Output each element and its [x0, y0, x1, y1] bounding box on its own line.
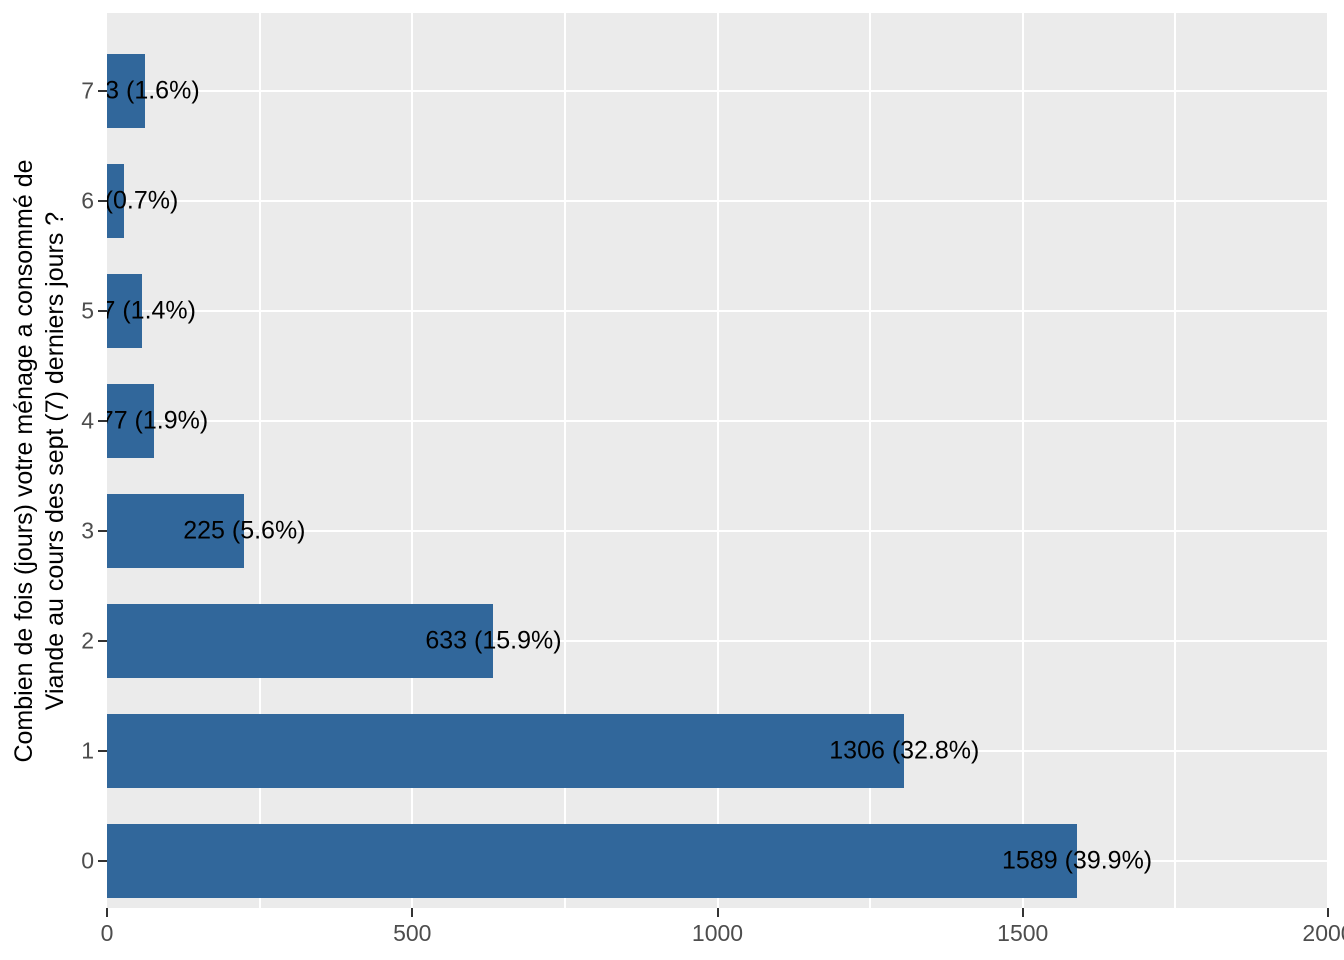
x-tick-label-500: 500 [393, 920, 432, 946]
bar-category-4 [107, 384, 154, 458]
gridline-horizontal-major [107, 640, 1328, 642]
gridline-horizontal-major [107, 200, 1328, 202]
y-tick-label-6: 6 [81, 187, 94, 214]
bar-category-0 [107, 824, 1078, 898]
y-tick-label-0: 0 [81, 847, 94, 874]
bar-label-2: 633 (15.9%) [425, 626, 562, 655]
gridline-horizontal-major [107, 530, 1328, 532]
bar-category-3 [107, 494, 245, 568]
y-tick-label-4: 4 [81, 407, 94, 434]
y-tick-mark [98, 90, 107, 92]
y-tick-label-2: 2 [81, 627, 94, 654]
gridline-horizontal-major [107, 90, 1328, 92]
x-tick-mark [1327, 908, 1329, 917]
y-tick-mark [98, 530, 107, 532]
x-tick-mark [106, 908, 108, 917]
bar-label-5: 57 (1.4%) [107, 296, 196, 325]
bar-label-6: 28 (0.7%) [107, 186, 179, 215]
y-axis-title-text: Combien de fois (jours) votre ménage a c… [9, 0, 71, 960]
x-tick-label-0: 0 [100, 920, 114, 946]
gridline-vertical-major [411, 13, 414, 908]
y-tick-label-5: 5 [81, 297, 94, 324]
gridline-horizontal-major [107, 310, 1328, 312]
y-tick-label-3: 3 [81, 517, 94, 544]
gridline-vertical-major [716, 13, 719, 908]
bar-category-6 [107, 164, 125, 238]
y-tick-mark [98, 750, 107, 752]
x-tick-label-1500: 1500 [997, 920, 1049, 946]
bar-category-5 [107, 274, 142, 348]
bar-label-4: 77 (1.9%) [107, 406, 209, 435]
x-tick-mark [716, 908, 719, 917]
x-tick-label-1000: 1000 [691, 920, 744, 946]
y-tick-mark [98, 200, 107, 202]
gridline-vertical-minor [869, 13, 872, 908]
y-tick-label-1: 1 [81, 737, 94, 764]
gridline-vertical-minor [1174, 13, 1177, 908]
y-axis-title-line1: Combien de fois (jours) votre ménage a c… [10, 158, 38, 763]
y-axis-title: Combien de fois (jours) votre ménage a c… [2, 13, 78, 908]
bar-category-7 [107, 54, 146, 128]
bar-label-0: 1589 (39.9%) [1002, 846, 1153, 875]
bar-category-2 [107, 604, 494, 678]
plot-panel: 63 (1.6%) 28 (0.7%) 57 (1.4%) 77 (1.9%) … [107, 13, 1328, 908]
gridline-vertical-minor [563, 13, 566, 908]
y-tick-label-7: 7 [81, 77, 94, 104]
y-tick-mark [98, 860, 107, 862]
y-tick-mark [98, 310, 107, 312]
x-tick-mark [1021, 908, 1024, 917]
gridline-vertical-major [1021, 13, 1024, 908]
gridline-vertical-major [1327, 13, 1328, 908]
y-axis-title-line2: Viande au cours des sept (7) derniers jo… [41, 211, 69, 710]
x-tick-label-2000: 2000 [1302, 920, 1344, 946]
bar-label-3: 225 (5.6%) [183, 516, 306, 545]
bar-category-1 [107, 714, 905, 788]
gridline-horizontal-major [107, 420, 1328, 422]
bar-label-7: 63 (1.6%) [107, 76, 200, 105]
y-tick-mark [98, 420, 107, 422]
x-tick-mark [411, 908, 414, 917]
bar-label-1: 1306 (32.8%) [829, 736, 980, 765]
y-tick-mark [98, 640, 107, 642]
gridline-vertical-minor [258, 13, 261, 908]
